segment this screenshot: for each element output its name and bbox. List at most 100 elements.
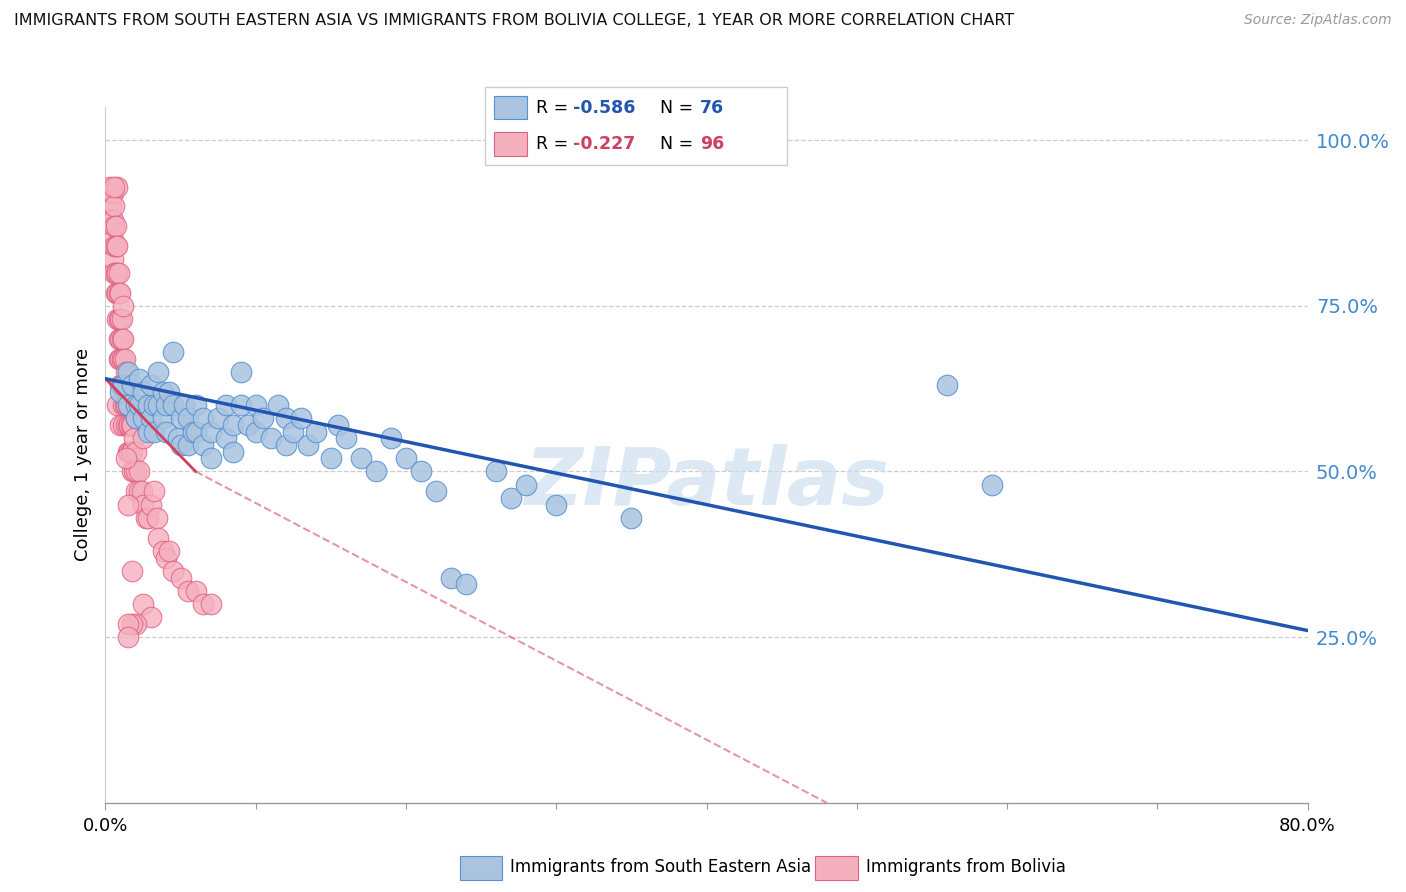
Bar	[494, 96, 527, 120]
Point	[177, 411, 200, 425]
Point	[101, 233, 124, 247]
Point	[136, 425, 159, 439]
Point	[118, 444, 141, 458]
Point	[103, 266, 125, 280]
Point	[297, 438, 319, 452]
Point	[100, 199, 122, 213]
Point	[104, 239, 127, 253]
Point	[108, 285, 131, 300]
Point	[128, 398, 150, 412]
Point	[122, 465, 145, 479]
Point	[101, 212, 124, 227]
Point	[200, 425, 222, 439]
Point	[121, 465, 143, 479]
Point	[112, 332, 135, 346]
Point	[124, 484, 146, 499]
Point	[121, 444, 143, 458]
Point	[274, 411, 297, 425]
Point	[229, 398, 252, 412]
Point	[111, 351, 134, 366]
Point	[454, 577, 477, 591]
Point	[110, 418, 132, 433]
Point	[104, 285, 127, 300]
Point	[222, 418, 245, 433]
FancyBboxPatch shape	[485, 87, 787, 165]
Point	[120, 418, 142, 433]
Point	[124, 398, 146, 412]
Point	[142, 425, 165, 439]
Point	[115, 451, 138, 466]
Point	[124, 411, 146, 425]
Point	[107, 239, 129, 253]
Point	[166, 431, 188, 445]
Point	[104, 219, 127, 234]
Point	[107, 266, 129, 280]
Point	[546, 498, 568, 512]
Point	[132, 597, 155, 611]
Point	[145, 511, 167, 525]
Point	[191, 597, 214, 611]
Point	[142, 484, 165, 499]
Point	[191, 411, 214, 425]
Point	[152, 411, 174, 425]
Point	[177, 583, 200, 598]
Point	[350, 451, 373, 466]
Point	[107, 179, 129, 194]
Point	[380, 431, 402, 445]
Point	[101, 252, 124, 267]
Point	[162, 345, 184, 359]
Point	[110, 384, 132, 399]
Point	[111, 312, 134, 326]
Point	[155, 425, 177, 439]
Point	[135, 511, 157, 525]
Point	[112, 398, 135, 412]
Point	[122, 431, 145, 445]
Text: Immigrants from South Eastern Asia: Immigrants from South Eastern Asia	[510, 858, 811, 877]
Point	[283, 425, 305, 439]
Point	[98, 179, 121, 194]
Point	[267, 398, 290, 412]
Point	[169, 411, 191, 425]
Point	[620, 511, 643, 525]
Point	[114, 398, 136, 412]
Point	[124, 444, 146, 458]
Point	[107, 398, 129, 412]
Point	[139, 610, 162, 624]
Point	[104, 266, 127, 280]
Point	[515, 477, 537, 491]
Point	[108, 312, 131, 326]
Point	[305, 425, 328, 439]
Text: Source: ZipAtlas.com: Source: ZipAtlas.com	[1244, 13, 1392, 28]
Text: IMMIGRANTS FROM SOUTH EASTERN ASIA VS IMMIGRANTS FROM BOLIVIA COLLEGE, 1 YEAR OR: IMMIGRANTS FROM SOUTH EASTERN ASIA VS IM…	[14, 13, 1014, 29]
Point	[131, 484, 153, 499]
Point	[409, 465, 432, 479]
Point	[110, 285, 132, 300]
Point	[319, 451, 342, 466]
Point	[214, 431, 236, 445]
Point	[121, 418, 143, 433]
Point	[132, 411, 155, 425]
Point	[152, 384, 174, 399]
Point	[139, 378, 162, 392]
Point	[200, 597, 222, 611]
Point	[103, 199, 125, 213]
Point	[101, 186, 124, 201]
Point	[184, 583, 207, 598]
Point	[117, 398, 139, 412]
Point	[114, 378, 136, 392]
Point	[290, 411, 312, 425]
Point	[117, 378, 139, 392]
Point	[177, 438, 200, 452]
Point	[112, 378, 135, 392]
Point	[108, 266, 131, 280]
Point	[139, 498, 162, 512]
Point	[184, 425, 207, 439]
Point	[108, 332, 131, 346]
Point	[132, 498, 155, 512]
Point	[121, 564, 143, 578]
Y-axis label: College, 1 year or more: College, 1 year or more	[73, 349, 91, 561]
Point	[124, 616, 146, 631]
Point	[152, 544, 174, 558]
Text: N =: N =	[661, 99, 699, 117]
Point	[117, 398, 139, 412]
